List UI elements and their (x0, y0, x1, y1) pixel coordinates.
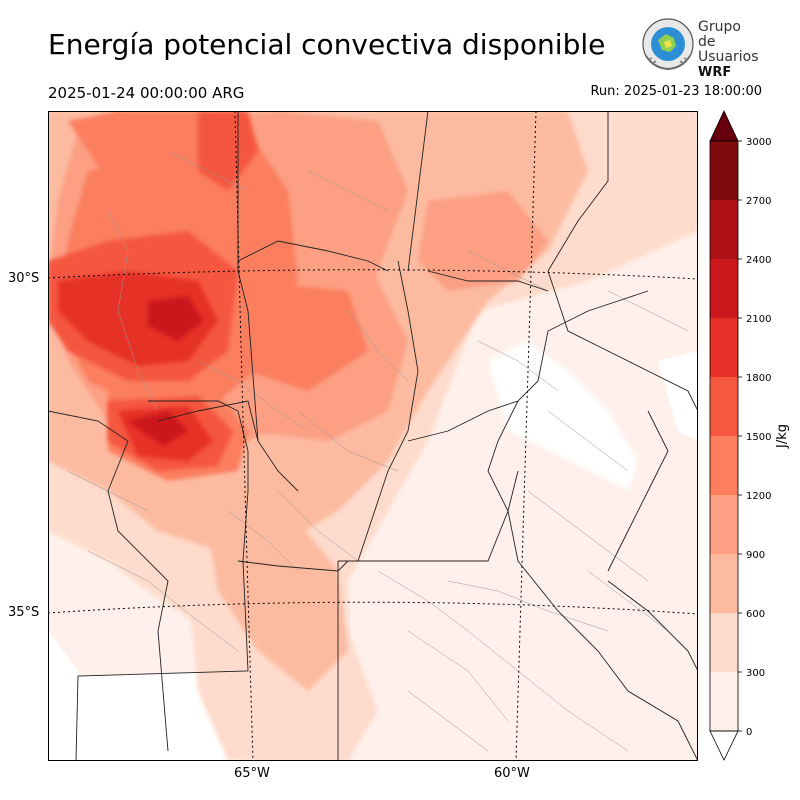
valid-time: 2025-01-24 00:00:00 ARG (48, 84, 245, 102)
colorbar-tick-label: 2700 (746, 196, 771, 207)
colorbar-tick-label: 3000 (746, 137, 771, 148)
colorbar-segment (710, 141, 738, 200)
colorbar-tick-label: 600 (746, 609, 765, 620)
colorbar-segment (710, 259, 738, 318)
colorbar-tick-label: 1500 (746, 432, 771, 443)
colorbar-segment (710, 200, 738, 259)
colorbar-min-arrow (709, 730, 739, 761)
colorbar-tick-label: 2400 (746, 255, 771, 266)
colorbar-unit: J/kg (775, 424, 790, 449)
province-boundaries (48, 111, 698, 761)
colorbar-tick-label: 900 (746, 550, 765, 561)
colorbar-tick-label: 0 (746, 727, 752, 738)
admin-boundaries (67, 150, 689, 752)
colorbar-segment (710, 436, 738, 495)
lon-label-60w: 60°W (494, 766, 530, 781)
lat-label-30s: 30°S (8, 271, 40, 286)
colorbar-tick-label: 2100 (746, 314, 771, 325)
lon-label-65w: 65°W (234, 766, 270, 781)
logo-line-1: Grupo de (698, 19, 741, 50)
wrf-logo: Grupo de Usuarios WRF (640, 16, 760, 80)
colorbar-tick-label: 1200 (746, 491, 771, 502)
map-title: Energía potencial convectiva disponible (48, 28, 606, 61)
colorbar-segment (710, 318, 738, 377)
logo-line-3: WRF (698, 65, 732, 80)
logo-line-2: Usuarios (698, 49, 759, 65)
colorbar-max-arrow (709, 110, 739, 142)
cape-map (48, 111, 698, 761)
colorbar-tick-label: 300 (746, 668, 765, 679)
colorbar-segment (710, 554, 738, 613)
colorbar-segment (710, 613, 738, 672)
colorbar-tick-label: 1800 (746, 373, 771, 384)
map-frame (48, 111, 698, 761)
run-time: Run: 2025-01-23 18:00:00 (590, 84, 762, 99)
lat-label-35s: 35°S (8, 605, 40, 620)
globe-icon (642, 18, 694, 71)
graticule (48, 111, 698, 761)
colorbar-segment (710, 495, 738, 554)
cape-field (48, 111, 698, 761)
colorbar: 0 300 600 900 1200 1500 1800 2100 2400 2700 3000 J… (709, 110, 790, 761)
colorbar-segment (710, 672, 738, 731)
colorbar-segment (710, 377, 738, 436)
